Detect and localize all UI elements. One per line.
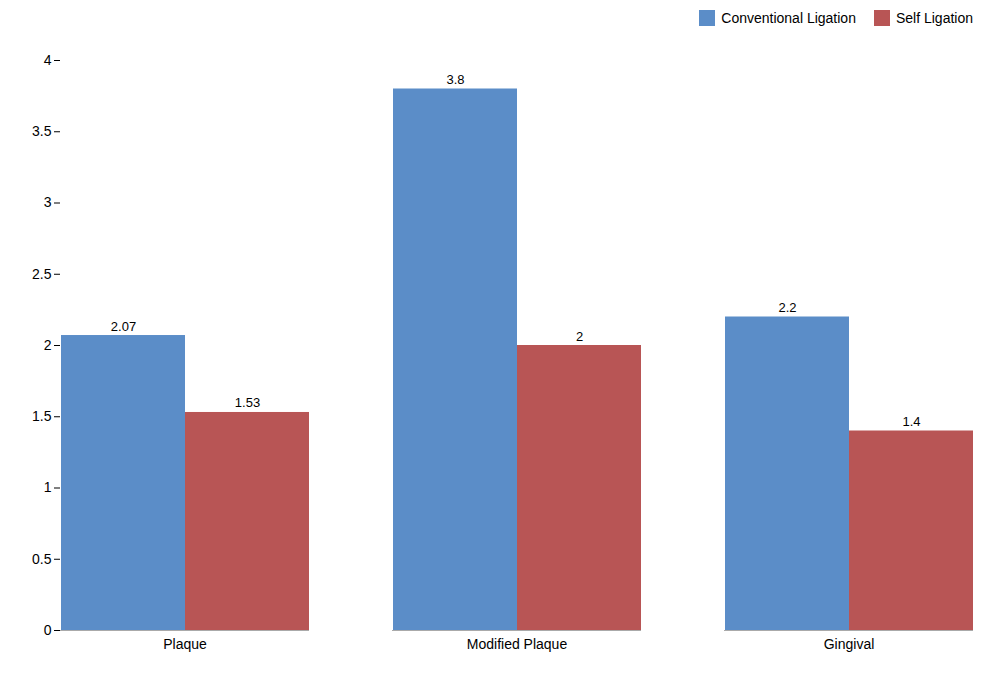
svg-text:1.5: 1.5 xyxy=(32,408,52,424)
svg-text:1.4: 1.4 xyxy=(902,414,920,429)
svg-text:2.5: 2.5 xyxy=(32,266,52,282)
svg-text:0.5: 0.5 xyxy=(32,551,52,567)
svg-text:3: 3 xyxy=(44,194,52,210)
svg-text:2.07: 2.07 xyxy=(111,319,136,334)
svg-text:4: 4 xyxy=(44,52,52,68)
svg-text:1: 1 xyxy=(44,479,52,495)
svg-text:0: 0 xyxy=(44,622,52,638)
svg-text:3.8: 3.8 xyxy=(446,72,464,87)
svg-text:1.53: 1.53 xyxy=(235,395,260,410)
svg-text:2: 2 xyxy=(576,329,583,344)
svg-text:3.5: 3.5 xyxy=(32,123,52,139)
svg-text:2: 2 xyxy=(44,337,52,353)
svg-text:Plaque: Plaque xyxy=(163,636,207,652)
html-text:Conventional Ligation: Conventional Ligation xyxy=(721,10,856,26)
svg-text:2.2: 2.2 xyxy=(778,300,796,315)
svg-text:Modified Plaque: Modified Plaque xyxy=(467,636,568,652)
svg-text:Gingival: Gingival xyxy=(824,636,875,652)
html-text:Self Ligation: Self Ligation xyxy=(895,10,973,26)
